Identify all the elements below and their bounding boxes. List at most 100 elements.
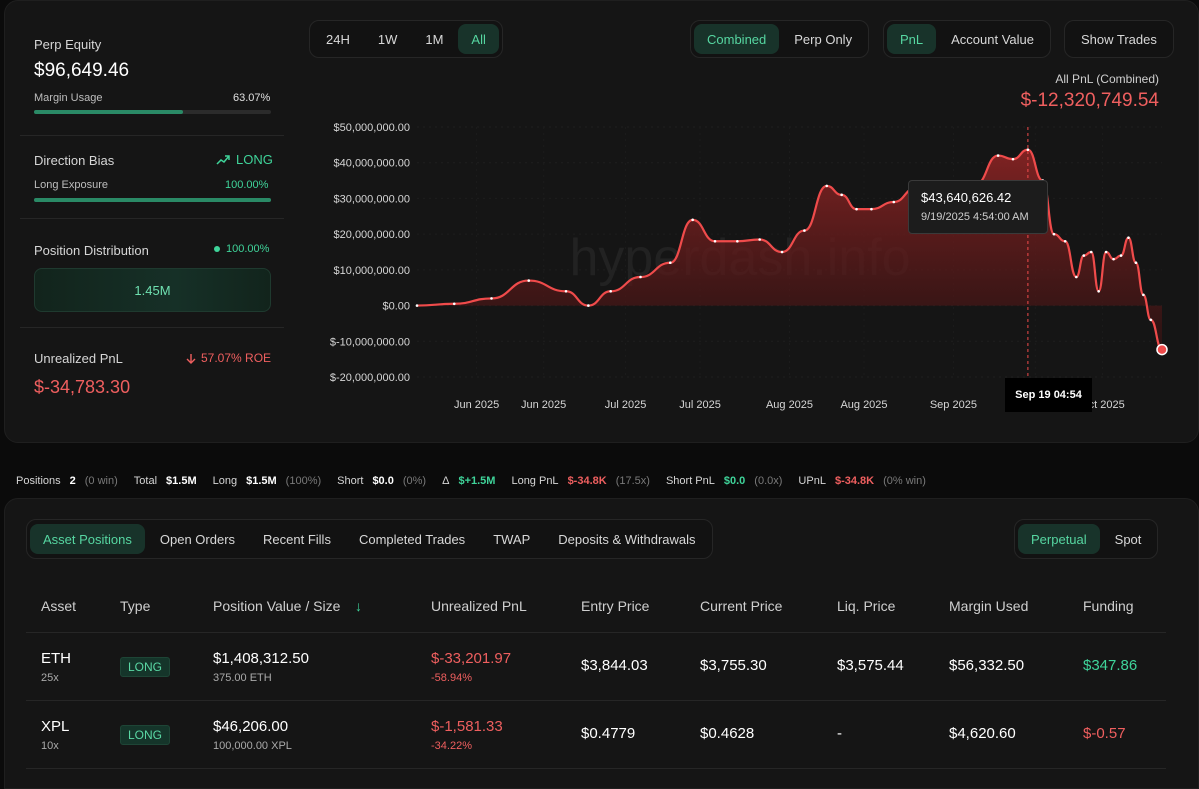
unrealized-pnl-pct: -34.22%: [431, 740, 472, 752]
column-header-liq-price[interactable]: Liq. Price: [837, 598, 896, 614]
tab-completed-trades[interactable]: Completed Trades: [358, 531, 466, 547]
market-spot[interactable]: Spot: [1114, 531, 1142, 547]
column-header-current-price[interactable]: Current Price: [700, 598, 783, 614]
stat-short-pnl: Short PnL $0.0 (0.0x): [666, 475, 786, 487]
chart-caption: All PnL (Combined): [1055, 72, 1159, 86]
data-point: [1119, 254, 1123, 257]
tab-open-orders[interactable]: Open Orders: [159, 531, 236, 547]
current-price: $0.4628: [700, 725, 755, 742]
arrow-down-icon: [186, 353, 196, 364]
stat-long: Long $1.5M (100%): [213, 475, 326, 487]
mode-perp-only[interactable]: Perp Only: [794, 31, 853, 47]
positions-stats-strip: Positions 2 (0 win) Total $1.5M Long $1.5M (100…: [16, 475, 942, 487]
y-tick-label: $40,000,000.00: [334, 158, 410, 170]
data-point: [669, 261, 672, 265]
data-point: [870, 207, 873, 211]
data-point: [855, 207, 858, 211]
chart-total-value: $-12,320,749.54: [1020, 90, 1159, 111]
margin-used: $56,332.50: [949, 657, 1025, 674]
mode-selector: Combined Perp Only: [690, 20, 870, 58]
perp-equity-value: $96,649.46: [34, 60, 130, 81]
market-selector: Perpetual Spot: [1014, 519, 1159, 559]
show-trades-button[interactable]: Show Trades: [1081, 31, 1157, 47]
data-point: [452, 302, 456, 306]
column-header-unrealized-pnl[interactable]: Unrealized PnL: [431, 598, 527, 614]
data-point: [996, 154, 1000, 157]
data-point: [691, 218, 694, 222]
data-point: [758, 238, 761, 241]
tab-asset-positions[interactable]: Asset Positions: [30, 524, 145, 554]
unrealized-pnl-value: $-34,783.30: [34, 377, 131, 397]
pnl-chart[interactable]: hyperdash.info $50,000,000.00$40,000,000…: [300, 110, 1180, 420]
range-all[interactable]: All: [458, 24, 499, 54]
stat-short: Short $0.0 (0%): [337, 475, 430, 487]
stat-detail: (17.5x): [615, 475, 650, 487]
column-header-position-value-size[interactable]: Position Value / Size: [213, 598, 341, 614]
stat-value: $1.5M: [166, 475, 197, 487]
tab-twap[interactable]: TWAP: [493, 531, 531, 547]
sort-desc-icon[interactable]: ↓: [355, 598, 362, 614]
column-header-asset[interactable]: Asset: [41, 598, 77, 614]
position-size: 100,000.00 XPL: [213, 740, 292, 752]
data-point: [639, 275, 642, 279]
data-point: [609, 289, 612, 293]
y-axis: $50,000,000.00 $40,000,000.00 $30,000,000.…: [330, 122, 410, 384]
stat-detail: (100%): [285, 475, 322, 487]
metric-selector: PnL Account Value: [883, 20, 1052, 58]
data-point: [780, 250, 784, 254]
data-point: [1134, 261, 1138, 265]
column-header-type[interactable]: Type: [120, 598, 151, 614]
stat-key: Total: [133, 475, 158, 487]
range-1m[interactable]: 1M: [425, 31, 444, 47]
column-header-funding[interactable]: Funding: [1083, 598, 1134, 614]
distribution-bar[interactable]: 1.45M: [34, 268, 271, 312]
stat-value: $1.5M: [246, 475, 277, 487]
stat-value: $-34.8K: [834, 475, 875, 487]
tab-recent-fills[interactable]: Recent Fills: [263, 531, 331, 547]
stat-detail: (0 win): [84, 475, 118, 487]
margin-usage-bar: [34, 110, 271, 114]
data-point: [713, 239, 717, 243]
stat-value: $-34.8K: [567, 475, 607, 487]
data-point: [415, 304, 419, 307]
stat-key: Short: [337, 475, 364, 487]
x-tick-label: Jun 2025: [454, 399, 499, 411]
show-trades-container: Show Trades: [1064, 20, 1174, 58]
x-tick-label: Jul 2025: [679, 399, 721, 411]
stat-value: $+1.5M: [458, 475, 496, 487]
funding: $347.86: [1083, 657, 1138, 674]
metric-pnl[interactable]: PnL: [887, 24, 937, 54]
data-point: [1149, 318, 1153, 322]
data-point: [803, 229, 806, 232]
position-type-badge: LONG: [120, 657, 171, 677]
long-exposure-value: 100.00%: [225, 179, 269, 191]
column-header-entry-price[interactable]: Entry Price: [581, 598, 650, 614]
margin-used: $4,620.60: [949, 725, 1016, 742]
asset-name: XPL: [41, 718, 70, 735]
last-point-marker: [1156, 343, 1168, 356]
range-1w[interactable]: 1W: [377, 31, 398, 47]
tooltip-date: 9/19/2025 4:54:00 AM: [921, 211, 1029, 223]
market-perpetual[interactable]: Perpetual: [1018, 524, 1100, 554]
entry-price: $0.4779: [581, 725, 636, 742]
roe-indicator: 57.07% ROE: [186, 351, 271, 365]
metric-account-value[interactable]: Account Value: [951, 31, 1035, 47]
data-point: [1075, 275, 1078, 279]
y-tick-label: $0.00: [382, 301, 410, 313]
stat-positions: Positions 2 (0 win): [16, 475, 122, 487]
long-exposure-label: Long Exposure: [34, 179, 108, 191]
position-value: $46,206.00: [213, 718, 289, 735]
data-point: [840, 193, 843, 197]
liquidation-price: -: [837, 725, 842, 742]
tab-deposits-withdrawals[interactable]: Deposits & Withdrawals: [558, 531, 696, 547]
long-exposure-fill: [34, 198, 271, 202]
margin-usage-label: Margin Usage: [34, 92, 103, 104]
stat-detail: (0.0x): [754, 475, 783, 487]
mode-combined[interactable]: Combined: [694, 24, 780, 54]
x-tick-label: Jul 2025: [605, 399, 647, 411]
column-header-margin-used[interactable]: Margin Used: [949, 598, 1029, 614]
time-range-selector: 24H 1W 1M All: [309, 20, 503, 58]
range-24h[interactable]: 24H: [326, 31, 350, 47]
direction-bias-label: Direction Bias: [34, 153, 115, 168]
stat-detail: (0%): [402, 475, 427, 487]
